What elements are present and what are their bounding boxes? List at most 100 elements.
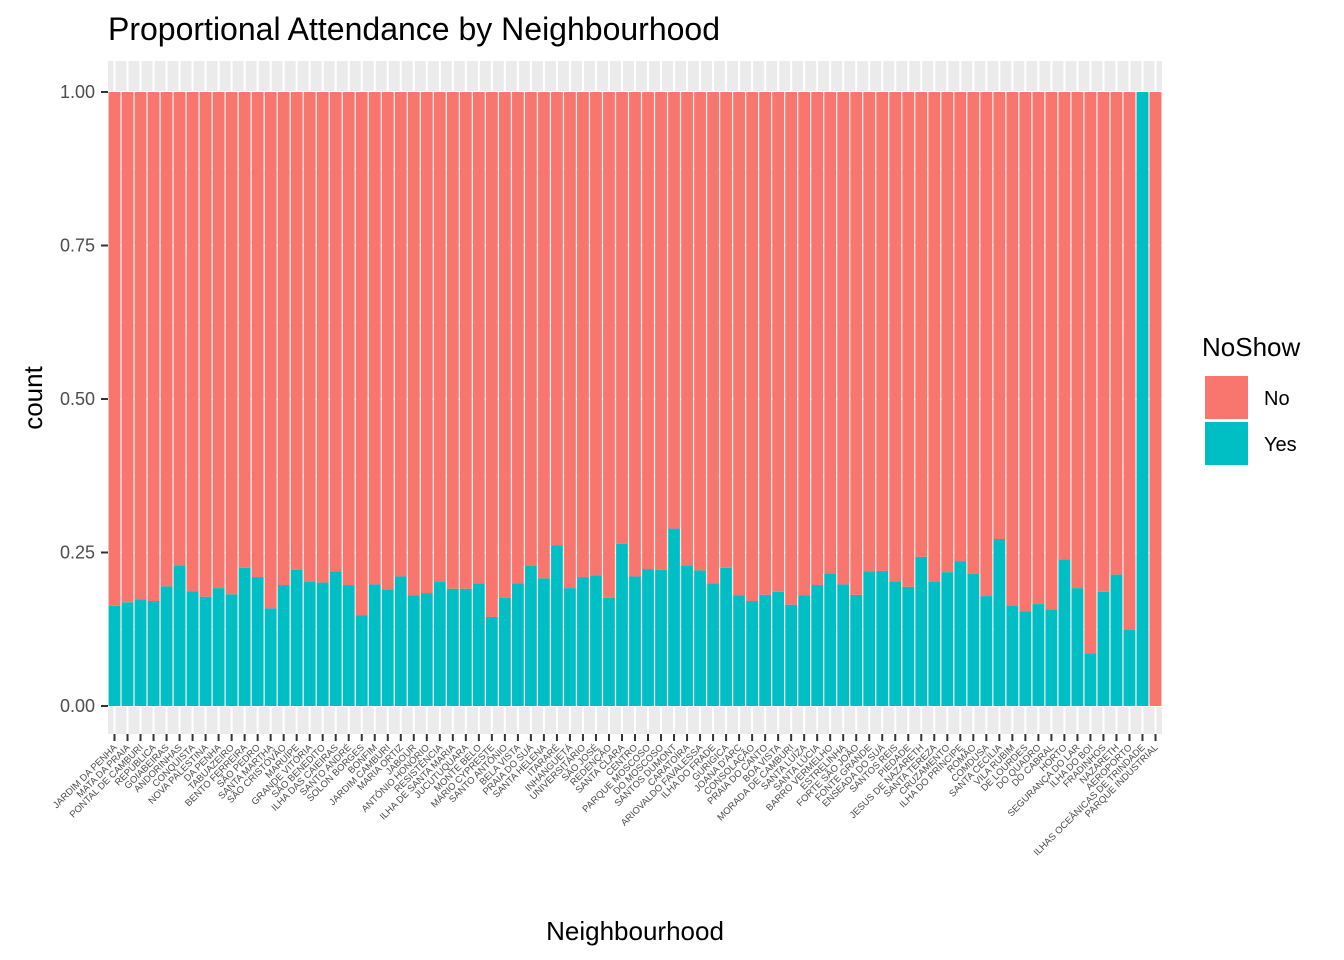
bar-yes <box>772 591 784 706</box>
bar-no <box>928 92 941 582</box>
bar-yes <box>212 588 225 706</box>
bar-yes <box>1123 629 1136 706</box>
bar-no <box>850 92 863 595</box>
bar-no <box>1058 92 1071 560</box>
bar-yes <box>316 582 329 706</box>
bar-no <box>173 92 186 566</box>
bar-no <box>264 92 277 609</box>
bar-yes <box>342 585 355 706</box>
bar-no <box>486 92 498 617</box>
bar-no <box>733 92 745 596</box>
bar-no <box>407 92 420 596</box>
bar-yes <box>668 528 680 706</box>
bar-yes <box>733 595 745 706</box>
bar-no <box>720 92 732 568</box>
bar-no <box>941 92 954 573</box>
bar-yes <box>629 576 641 706</box>
bar-no <box>186 92 199 592</box>
bar-yes <box>108 605 121 706</box>
bar-no <box>1032 92 1045 605</box>
bar-yes <box>850 594 863 706</box>
y-tick-label: 0.25 <box>60 543 95 563</box>
bar-yes <box>134 599 147 706</box>
bar-yes <box>433 581 446 706</box>
bar-yes <box>264 608 277 706</box>
bar-no <box>499 92 511 598</box>
bar-no <box>355 92 368 616</box>
bar-no <box>277 92 290 586</box>
bar-no <box>225 92 238 595</box>
legend-title: NoShow <box>1202 332 1300 362</box>
bar-yes <box>707 583 719 706</box>
bar-yes <box>993 538 1006 706</box>
bar-yes <box>1032 604 1045 706</box>
bar-no <box>590 92 602 576</box>
bar-no <box>108 92 121 606</box>
bar-no <box>238 92 251 568</box>
bar-yes <box>407 595 420 706</box>
bar-yes <box>577 577 589 706</box>
bar-no <box>902 92 915 587</box>
bar-no <box>394 92 407 577</box>
y-tick-label: 0.50 <box>60 389 95 409</box>
bar-yes <box>863 571 876 706</box>
bar-yes <box>811 585 824 706</box>
bar-no <box>577 92 589 578</box>
bar-no <box>629 92 641 577</box>
bar-no <box>433 92 446 582</box>
bar-no <box>538 92 550 579</box>
bar-no <box>316 92 329 583</box>
bar-yes <box>941 572 954 706</box>
bar-no <box>290 92 303 570</box>
bar-no <box>967 92 980 574</box>
bar-no <box>1123 92 1136 630</box>
bar-no <box>707 92 719 584</box>
bar-yes <box>499 597 511 706</box>
bar-no <box>147 92 160 602</box>
bar-no <box>915 92 928 557</box>
bar-no <box>837 92 850 585</box>
bar-no <box>1006 92 1019 606</box>
bar-yes <box>420 593 433 706</box>
bar-no <box>980 92 993 597</box>
chart-title: Proportional Attendance by Neighbourhood <box>108 11 720 47</box>
bar-yes <box>303 581 316 706</box>
bar-no <box>1149 92 1162 706</box>
bar-yes <box>551 545 563 706</box>
bar-yes <box>837 584 850 706</box>
bar-yes <box>1058 559 1071 706</box>
bar-no <box>368 92 381 585</box>
bar-no <box>251 92 264 578</box>
bar-yes <box>147 601 160 706</box>
bar-no <box>551 92 563 546</box>
bar-no <box>863 92 876 572</box>
bar-no <box>746 92 758 602</box>
bar-yes <box>720 567 732 706</box>
legend-key-yes <box>1205 422 1248 465</box>
bar-no <box>160 92 173 587</box>
bar-yes <box>616 543 628 706</box>
bar-no <box>1084 92 1097 654</box>
bar-yes <box>525 566 537 706</box>
legend: NoShow No Yes <box>1202 332 1300 465</box>
bar-no <box>329 92 342 572</box>
bar-no <box>642 92 654 570</box>
bar-yes <box>928 581 941 706</box>
bar-yes <box>538 578 550 706</box>
y-axis-title: count <box>18 365 48 429</box>
bar-no <box>785 92 798 605</box>
bar-yes <box>1071 588 1084 706</box>
bar-no <box>199 92 212 597</box>
bar-yes <box>277 585 290 706</box>
bar-yes <box>642 569 654 706</box>
bar-no <box>889 92 902 582</box>
bar-yes <box>681 565 693 706</box>
bar-yes <box>459 588 472 706</box>
y-tick-label: 0.75 <box>60 236 95 256</box>
bar-yes <box>1006 605 1019 706</box>
bar-yes <box>251 577 264 706</box>
bar-no <box>1071 92 1084 589</box>
bar-no <box>681 92 693 566</box>
